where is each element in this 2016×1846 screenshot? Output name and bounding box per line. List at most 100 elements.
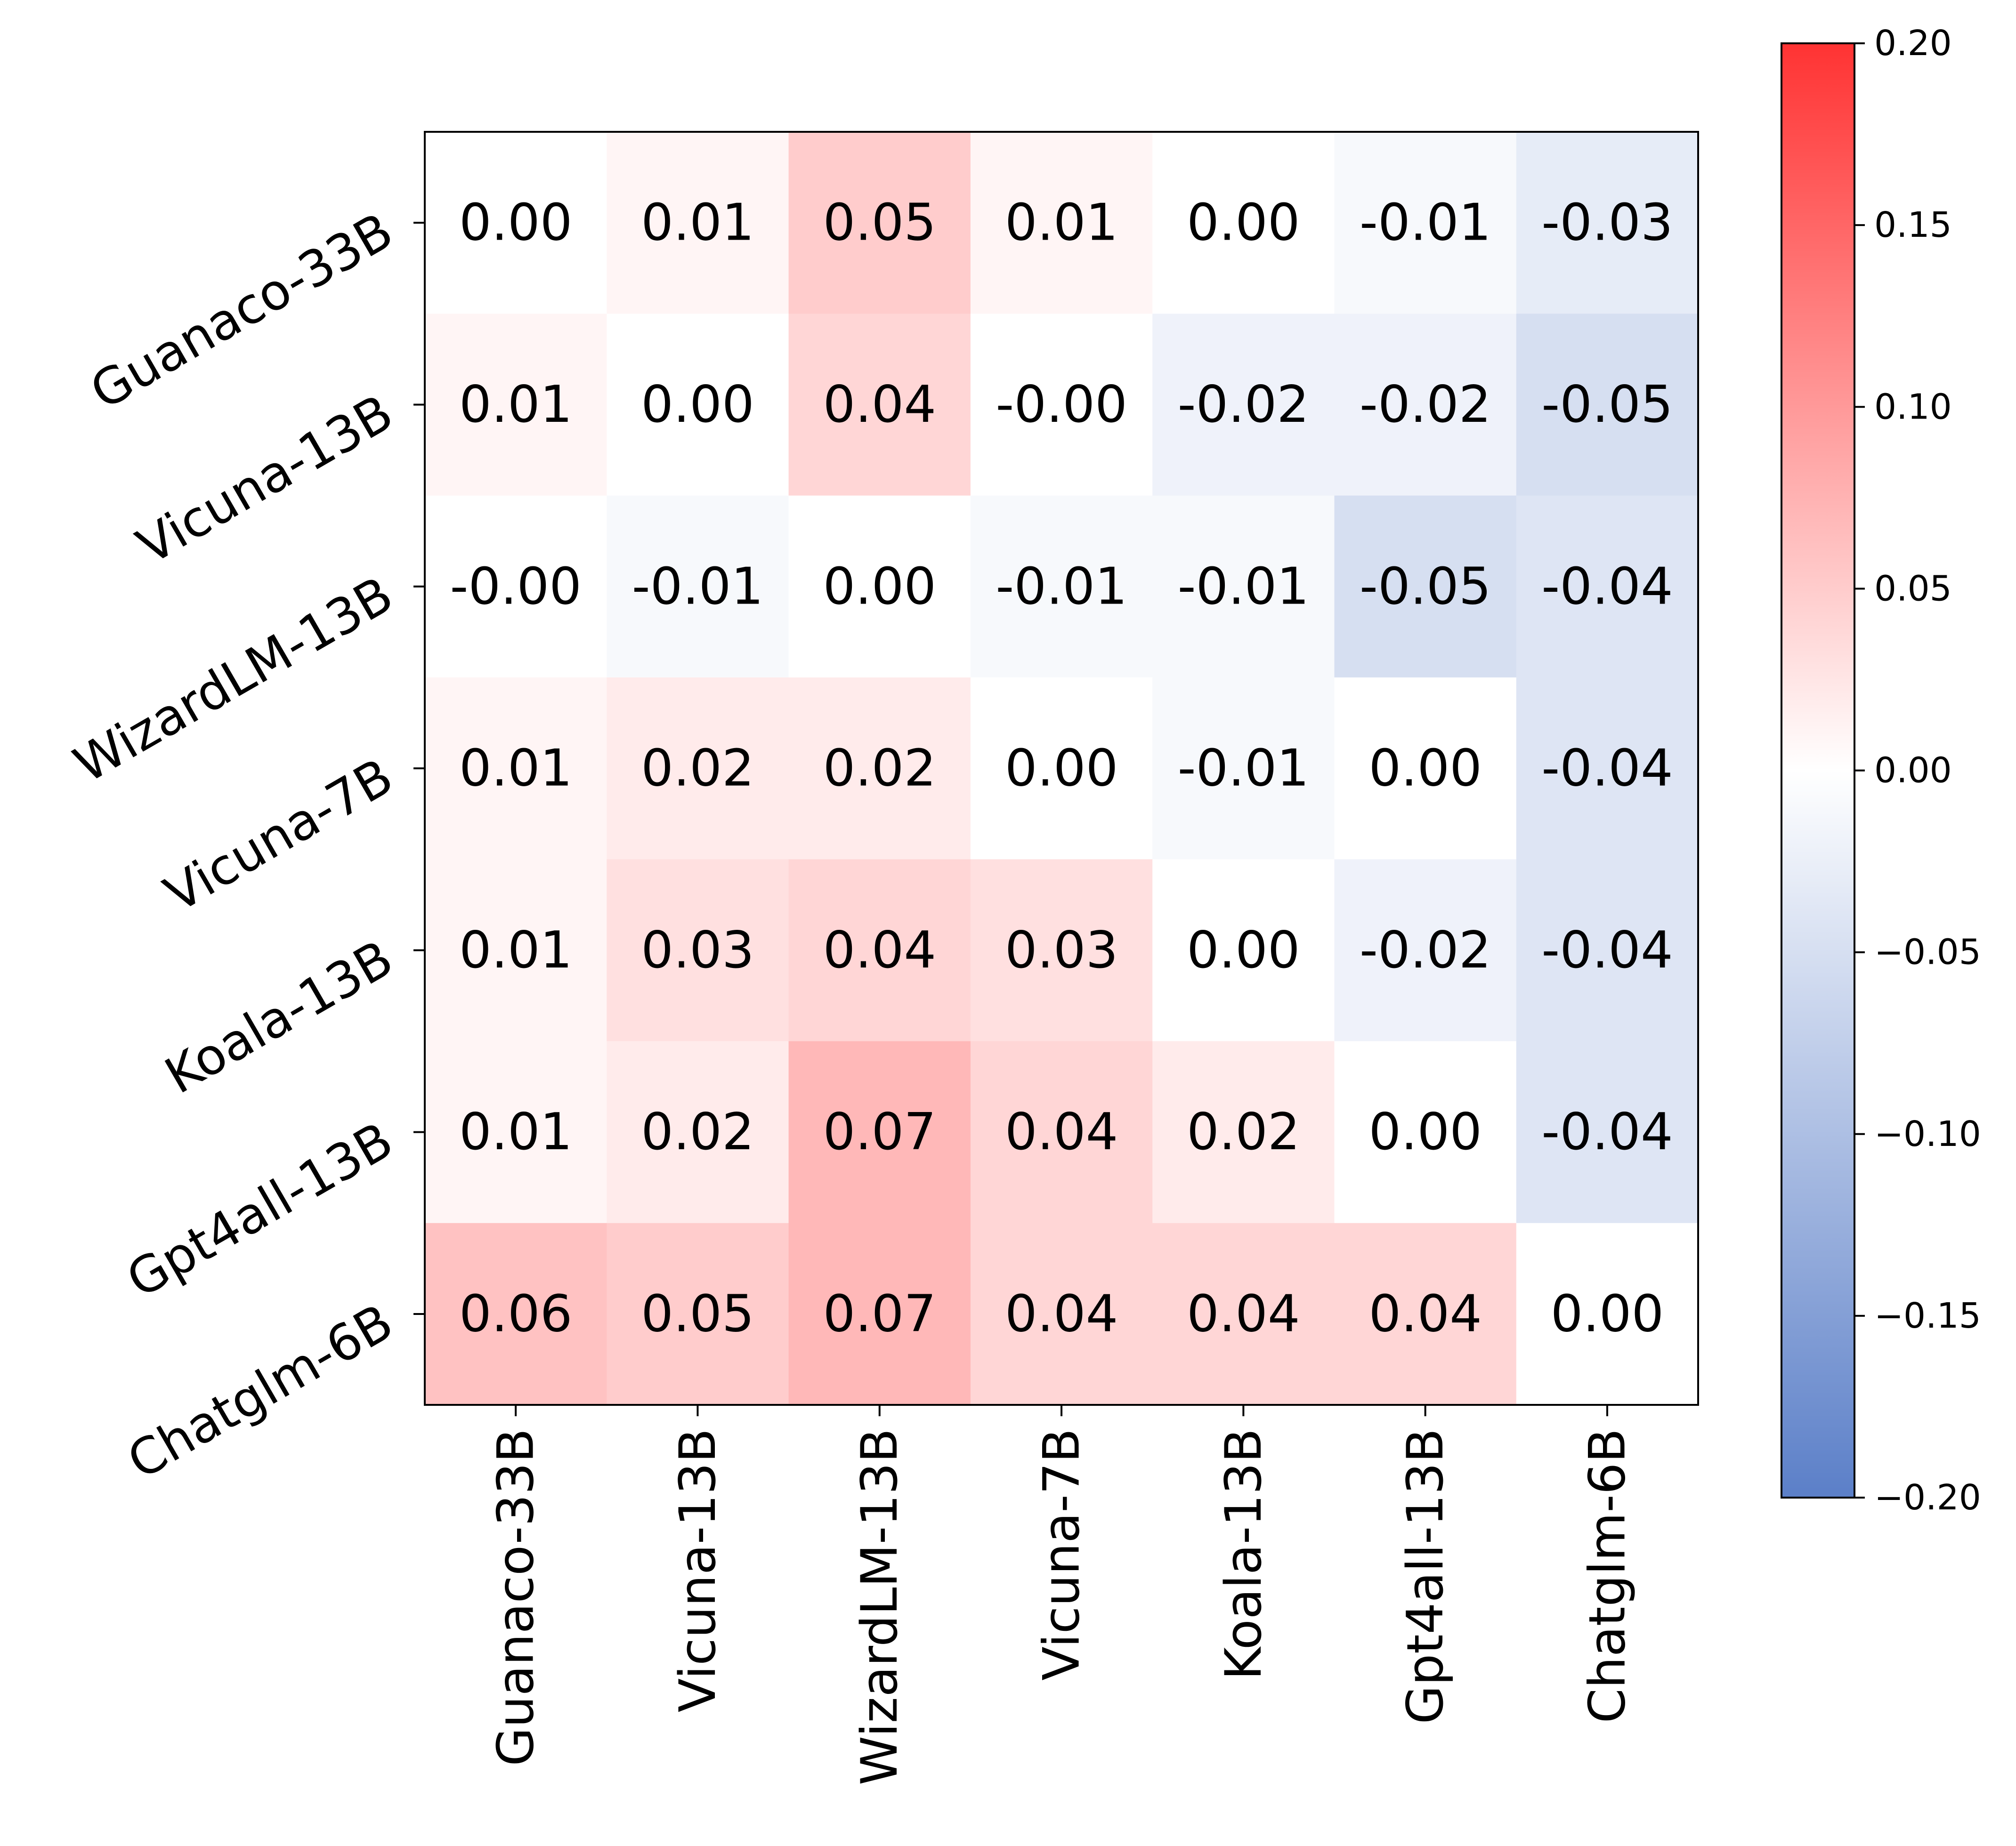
- cell-value-label: -0.02: [1360, 921, 1491, 980]
- cell-value-label: 0.05: [823, 193, 936, 252]
- heatmap-cell-vicuna-7b-wizardlm-13b: [788, 677, 971, 860]
- heatmap-cell-vicuna-13b-chatglm-6b: [1516, 314, 1699, 496]
- cell-value-label: 0.00: [823, 557, 936, 616]
- heatmap-cell-labels: 0.00 0.01 0.05 0.01 0.00 -0.01 -0.03 0.01 0.00 0.…: [450, 193, 1673, 1344]
- cell-value-label: -0.04: [1541, 739, 1673, 798]
- heatmap-cells: [425, 132, 1699, 1405]
- heatmap-cell-wizardlm-13b-koala-13b: [1152, 495, 1335, 678]
- cell-value-label: 0.05: [641, 1285, 754, 1344]
- heatmap-cell-guanaco-33b-chatglm-6b: [1516, 132, 1699, 314]
- heatmap-cell-chatglm-6b-koala-13b: [1152, 1223, 1335, 1405]
- cell-value-label: 0.02: [641, 739, 754, 798]
- y-axis-ticks: Guanaco-33BVicuna-13BWizardLM-13BVicuna-…: [65, 202, 425, 1491]
- cell-value-label: -0.01: [632, 557, 763, 616]
- y-tick-label-guanaco-33b: Guanaco-33B: [81, 202, 403, 420]
- heatmap-cell-koala-13b-wizardlm-13b: [788, 859, 971, 1042]
- cell-value-label: 0.04: [1005, 1285, 1118, 1344]
- y-tick-label-koala-13b: Koala-13B: [155, 929, 402, 1105]
- x-tick-label-guanaco-33b: Guanaco-33B: [487, 1428, 545, 1766]
- heatmap-cell-wizardlm-13b-vicuna-13b: [607, 495, 789, 678]
- colorbar-tick-label: −0.05: [1874, 932, 1981, 973]
- cell-value-label: 0.03: [1005, 921, 1118, 980]
- heatmap-cell-vicuna-7b-gpt4all-13b: [1334, 677, 1517, 860]
- heatmap-cell-koala-13b-vicuna-13b: [607, 859, 789, 1042]
- heatmap-cell-chatglm-6b-gpt4all-13b: [1334, 1223, 1517, 1405]
- heatmap-cell-vicuna-7b-guanaco-33b: [425, 677, 607, 860]
- heatmap-cell-guanaco-33b-wizardlm-13b: [788, 132, 971, 314]
- heatmap-cell-vicuna-13b-koala-13b: [1152, 314, 1335, 496]
- x-tick-label-koala-13b: Koala-13B: [1214, 1428, 1272, 1680]
- cell-value-label: 0.02: [641, 1103, 754, 1161]
- colorbar-tick-label: 0.15: [1874, 205, 1952, 245]
- heatmap-cell-guanaco-33b-vicuna-7b: [970, 132, 1153, 314]
- heatmap-cell-vicuna-13b-guanaco-33b: [425, 314, 607, 496]
- heatmap-cell-chatglm-6b-chatglm-6b: [1516, 1223, 1699, 1405]
- x-tick-label-gpt4all-13b: Gpt4all-13B: [1396, 1428, 1454, 1724]
- cell-value-label: 0.01: [459, 921, 572, 980]
- heatmap-cell-gpt4all-13b-guanaco-33b: [425, 1041, 607, 1224]
- heatmap-cell-gpt4all-13b-wizardlm-13b: [788, 1041, 971, 1224]
- heatmap-cell-gpt4all-13b-koala-13b: [1152, 1041, 1335, 1224]
- heatmap-cell-vicuna-7b-chatglm-6b: [1516, 677, 1699, 860]
- x-tick-label-wizardlm-13b: WizardLM-13B: [850, 1428, 908, 1785]
- cell-value-label: -0.01: [996, 557, 1127, 616]
- cell-value-label: 0.04: [1187, 1285, 1300, 1344]
- colorbar-tick-label: −0.10: [1874, 1114, 1981, 1154]
- cell-value-label: 0.01: [459, 375, 572, 434]
- heatmap-cell-koala-13b-chatglm-6b: [1516, 859, 1699, 1042]
- heatmap-cell-koala-13b-koala-13b: [1152, 859, 1335, 1042]
- heatmap-cell-chatglm-6b-vicuna-13b: [607, 1223, 789, 1405]
- cell-value-label: 0.01: [1005, 193, 1118, 252]
- cell-value-label: 0.04: [1368, 1285, 1482, 1344]
- cell-value-label: 0.01: [459, 739, 572, 798]
- cell-value-label: 0.00: [459, 193, 572, 252]
- cell-value-label: 0.00: [641, 375, 754, 434]
- heatmap-cell-vicuna-7b-vicuna-13b: [607, 677, 789, 860]
- cell-value-label: 0.00: [1187, 193, 1300, 252]
- y-tick-label-chatglm-6b: Chatglm-6B: [118, 1293, 403, 1491]
- heatmap-cell-gpt4all-13b-gpt4all-13b: [1334, 1041, 1517, 1224]
- heatmap-cell-gpt4all-13b-vicuna-13b: [607, 1041, 789, 1224]
- colorbar-tick-label: −0.15: [1874, 1296, 1981, 1336]
- heatmap-cell-vicuna-13b-vicuna-7b: [970, 314, 1153, 496]
- heatmap-cell-vicuna-13b-vicuna-13b: [607, 314, 789, 496]
- cell-value-label: -0.04: [1541, 921, 1673, 980]
- heatmap-cell-vicuna-13b-gpt4all-13b: [1334, 314, 1517, 496]
- heatmap-cell-chatglm-6b-vicuna-7b: [970, 1223, 1153, 1405]
- x-tick-label-vicuna-7b: Vicuna-7B: [1033, 1428, 1091, 1681]
- cell-value-label: 0.01: [459, 1103, 572, 1161]
- cell-value-label: -0.04: [1541, 557, 1673, 616]
- cell-value-label: -0.04: [1541, 1103, 1673, 1161]
- heatmap-cell-wizardlm-13b-vicuna-7b: [970, 495, 1153, 678]
- heatmap-cell-chatglm-6b-guanaco-33b: [425, 1223, 607, 1405]
- heatmap-cell-wizardlm-13b-guanaco-33b: [425, 495, 607, 678]
- cell-value-label: 0.04: [823, 375, 936, 434]
- heatmap-cell-wizardlm-13b-chatglm-6b: [1516, 495, 1699, 678]
- cell-value-label: 0.02: [1187, 1103, 1300, 1161]
- cell-value-label: 0.07: [823, 1285, 936, 1344]
- cell-value-label: -0.05: [1360, 557, 1491, 616]
- cell-value-label: 0.00: [1005, 739, 1118, 798]
- cell-value-label: -0.00: [450, 557, 581, 616]
- heatmap-cell-chatglm-6b-wizardlm-13b: [788, 1223, 971, 1405]
- colorbar-ticks: 0.20 0.15 0.10 0.05 0.00 −0.05 −0.10 −0.15 −0.20: [1854, 23, 1981, 1518]
- heatmap-cell-guanaco-33b-koala-13b: [1152, 132, 1335, 314]
- y-tick-label-vicuna-13b: Vicuna-13B: [128, 384, 403, 576]
- heatmap-cell-guanaco-33b-guanaco-33b: [425, 132, 607, 314]
- x-tick-label-vicuna-13b: Vicuna-13B: [669, 1428, 727, 1712]
- cell-value-label: 0.00: [1187, 921, 1300, 980]
- cell-value-label: 0.06: [459, 1285, 572, 1344]
- heatmap-cell-guanaco-33b-vicuna-13b: [607, 132, 789, 314]
- y-tick-label-gpt4all-13b: Gpt4all-13B: [117, 1111, 402, 1309]
- heatmap-cell-vicuna-13b-wizardlm-13b: [788, 314, 971, 496]
- cell-value-label: 0.07: [823, 1103, 936, 1161]
- cell-value-label: -0.02: [1178, 375, 1309, 434]
- cell-value-label: -0.01: [1178, 557, 1309, 616]
- heatmap-cell-gpt4all-13b-vicuna-7b: [970, 1041, 1153, 1224]
- cell-value-label: 0.00: [1368, 1103, 1482, 1161]
- cell-value-label: 0.03: [641, 921, 754, 980]
- cell-value-label: -0.05: [1541, 375, 1673, 434]
- colorbar-tick-label: −0.20: [1874, 1477, 1981, 1518]
- cell-value-label: -0.00: [996, 375, 1127, 434]
